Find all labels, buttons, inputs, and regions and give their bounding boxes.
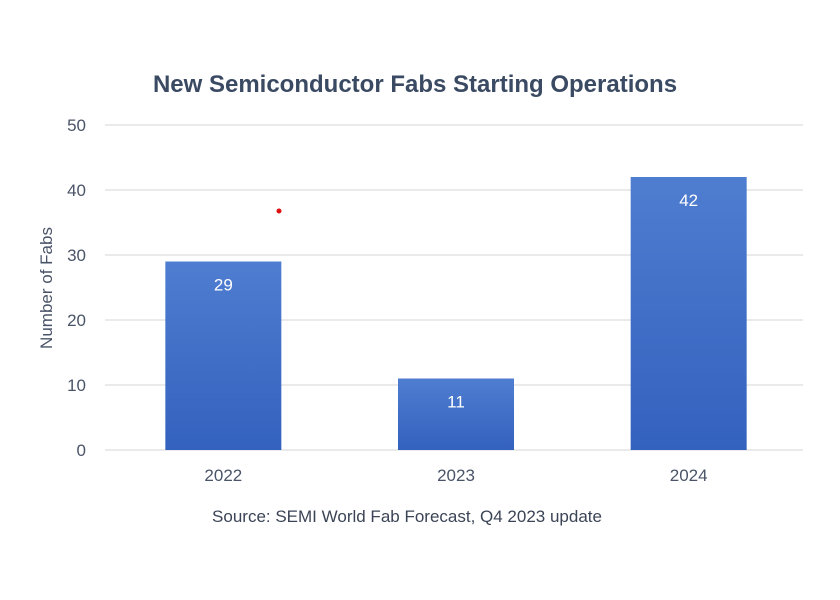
source-note: Source: SEMI World Fab Forecast, Q4 2023… (212, 507, 602, 526)
x-tick-label: 2022 (204, 466, 242, 485)
y-tick-label: 0 (77, 441, 86, 460)
cursor-dot (276, 208, 282, 214)
x-tick-label: 2024 (670, 466, 708, 485)
y-tick-label: 30 (67, 246, 86, 265)
chart-title: New Semiconductor Fabs Starting Operatio… (153, 71, 677, 98)
y-axis-ticks: 0 10 20 30 40 50 (67, 116, 86, 460)
x-axis-ticks: 2022 2023 2024 (204, 466, 707, 485)
data-label: 29 (214, 276, 233, 295)
bar-2022 (165, 261, 282, 450)
y-axis-label: Number of Fabs (37, 227, 56, 349)
y-tick-label: 40 (67, 181, 86, 200)
bar-2023 (398, 378, 514, 450)
data-label: 42 (679, 191, 698, 210)
data-label: 11 (447, 393, 465, 412)
bar-2024 (630, 177, 747, 450)
y-tick-label: 10 (67, 376, 86, 395)
y-tick-label: 20 (67, 311, 86, 330)
bars: 29 11 42 (165, 177, 747, 450)
x-tick-label: 2023 (437, 466, 475, 485)
y-tick-label: 50 (67, 116, 86, 135)
